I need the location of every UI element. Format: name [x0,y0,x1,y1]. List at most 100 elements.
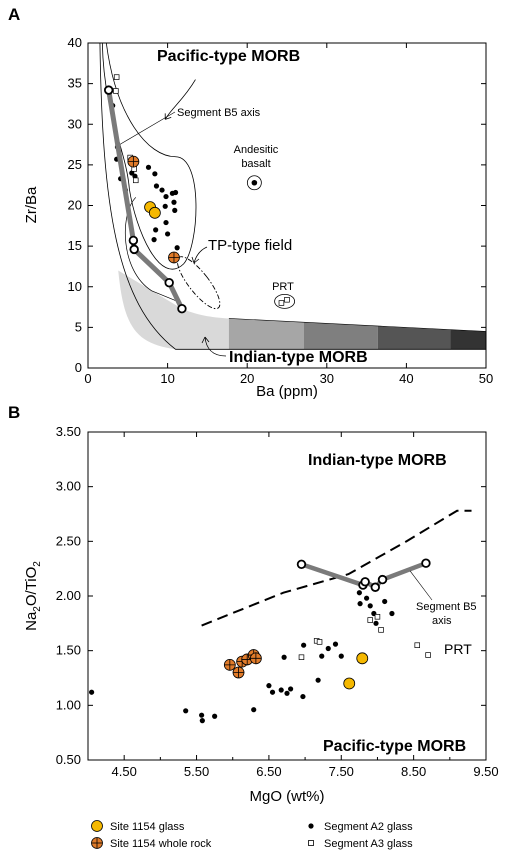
legend-item-segment-a2: Segment A2 glass [308,821,413,833]
a3-glass-point-b [414,642,421,648]
a2-glass-point-b [319,653,325,659]
a2-glass-point-b [367,603,373,609]
a2-glass-point-b [199,718,205,724]
a2-glass-point-b [364,595,370,601]
a2-glass-point-a [129,170,135,176]
y-tick-label-a: 35 [68,76,82,91]
x-tick-label-b: 4.50 [112,764,137,779]
indian-arrow [204,336,227,357]
whole-rock-cross-b [250,652,262,664]
a3-glass-point-b [316,639,323,645]
y-tick-label-b: 3.50 [56,424,81,439]
andesitic-label-1: Andesitic [234,144,279,156]
segment-b5-point-b [377,574,388,585]
segment-b5-leader-a [118,111,176,146]
pacific-type-label-b: Pacific-type MORB [323,738,466,755]
y-tick-label-a: 20 [68,198,82,213]
segment-b5-point-a [103,85,114,95]
pacific-lower-lobe [125,197,176,301]
prt-label-b: PRT [444,641,472,657]
a2-glass-point-b [373,620,379,626]
a3-glass-point-b [425,652,431,658]
a2-glass-point-b [212,713,218,719]
andesitic-label-2: basalt [241,158,270,170]
segment-b5-label-b-1: Segment B5 [416,601,477,613]
legend-item-site-1154-whole-rock: Site 1154 whole rock [91,837,212,850]
panel-a-x-label: Ba (ppm) [256,383,318,400]
a2-glass-point-a [132,173,138,179]
a2-glass-point-b [281,654,287,660]
a2-glass-point-a [145,164,152,170]
segment-b5-point-a [128,235,139,246]
a2-glass-point-b [338,653,344,659]
a3-glass-point-b [374,614,381,620]
panel-a: A 0 10 20 30 40 50 0 5 10 15 20 25 30 35 40 Ba (ppm) Z… [8,5,493,400]
pacific-type-label-a: Pacific-type MORB [157,48,300,65]
y-tick-label-b: 1.50 [56,643,81,658]
indian-gradient-band [377,326,451,350]
indian-gradient-band [228,318,304,350]
a2-glass-point-b [357,601,363,607]
a2-glass-point-b [332,641,339,647]
prt-ellipse [274,293,296,309]
segment-b5-point-b [360,577,370,587]
y-tick-label-b: 2.00 [56,588,81,603]
a2-glass-point-b [382,598,388,605]
a2-glass-point-a [159,187,165,193]
a2-glass-point-a [171,199,177,205]
indian-type-gradient [118,270,486,350]
legend-label-a2: Segment A2 glass [324,821,413,833]
a2-glass-point-b [284,690,290,696]
y-tick-label-a: 15 [68,238,82,253]
indian-pacific-boundary [201,509,472,627]
site-1154-glass-point-b [356,652,369,665]
a3-glass-point-a [113,74,120,80]
panel-b-axes: 4.50 5.50 6.50 7.50 8.50 9.50 0.50 1.00 1.50 2.00… [56,424,499,779]
a2-glass-point-a [152,171,158,177]
a3-glass-point-b [367,617,373,623]
whole-rock-cross-a [168,252,180,263]
y-tick-label-b: 1.00 [56,697,81,712]
a2-glass-point-a [162,203,168,209]
a2-glass-point-a [172,189,179,196]
segment-b5-point-a [177,303,187,314]
a2-glass-point-b [325,645,331,652]
a2-glass-point-a [165,231,171,237]
a2-glass-point-b [315,677,321,683]
a2-glass-point-b [251,707,257,713]
panel-a-y-label: Zr/Ba [23,186,40,223]
panel-a-axes: 0 10 20 30 40 50 0 5 10 15 20 25 30 35 40 [68,35,494,386]
legend-label-whole-rock: Site 1154 whole rock [110,838,212,850]
a2-glass-point-b [301,642,307,648]
panel-b-frame [87,431,487,761]
pacific-arrowhead [164,113,172,120]
a2-glass-point-b [183,708,189,714]
segment-b5-point-b [421,558,431,568]
a3-glass-point-b [378,627,384,633]
whole-rock-cross-a [127,156,139,168]
x-tick-label-a: 30 [320,371,334,386]
a2-glass-point-a [163,193,169,200]
x-tick-label-b: 5.50 [184,764,209,779]
site-1154-glass-point-a [148,206,161,219]
segment-b5-label-a: Segment B5 axis [177,107,261,119]
indian-gradient-band [303,322,378,350]
a3-glass-point-a [113,88,119,94]
a2-glass-point-b [278,687,284,693]
indian-gradient-band [450,329,486,350]
a2-glass-point-b [199,712,205,718]
a2-glass-point-a [163,219,169,226]
prt-label-a: PRT [272,281,294,293]
segment-b5-point-b [296,559,307,569]
x-tick-label-a: 0 [84,371,91,386]
a2-glass-point-a [172,207,178,213]
tp-arrowhead [191,256,200,264]
y-tick-label-b: 2.50 [56,533,81,548]
a2-glass-point-b [288,686,294,692]
legend-item-site-1154-glass: Site 1154 glass [91,820,185,833]
a2-glass-point-b [266,683,272,689]
y-tick-label-a: 5 [75,319,82,334]
panel-b-x-label: MgO (wt%) [250,788,325,805]
x-tick-label-b: 8.50 [401,764,426,779]
indian-top-boundary [228,318,487,332]
